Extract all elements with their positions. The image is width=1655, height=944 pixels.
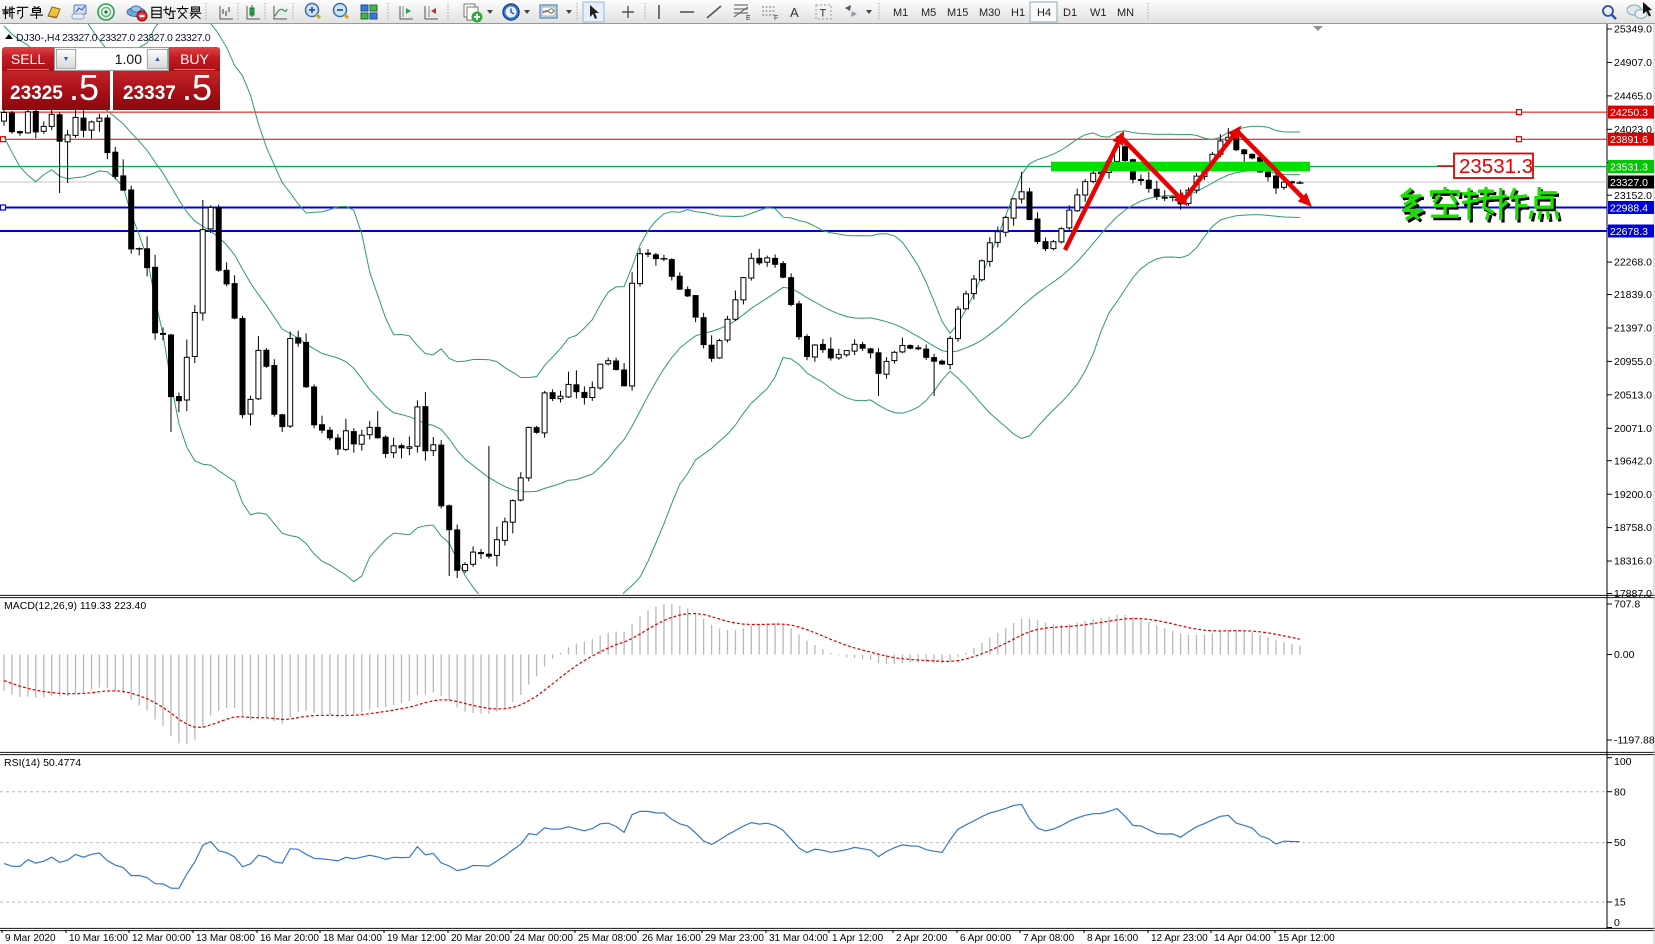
svg-text:22268.0: 22268.0 (1614, 257, 1652, 269)
svg-text:18316.0: 18316.0 (1614, 556, 1652, 568)
svg-text:W1: W1 (1090, 7, 1107, 19)
svg-text:RSI(14) 50.4774: RSI(14) 50.4774 (4, 757, 81, 769)
svg-text:E: E (746, 15, 751, 22)
svg-text:19642.0: 19642.0 (1614, 455, 1652, 467)
svg-text:50: 50 (1614, 837, 1626, 849)
svg-text:23152.0: 23152.0 (1614, 190, 1652, 202)
svg-text:23531.3: 23531.3 (1610, 161, 1648, 173)
svg-text:707.8: 707.8 (1614, 599, 1640, 611)
svg-text:M5: M5 (921, 7, 936, 19)
svg-text:10 Mar 16:00: 10 Mar 16:00 (69, 933, 128, 944)
svg-text:6 Apr 00:00: 6 Apr 00:00 (960, 933, 1012, 944)
svg-text:20 Mar 20:00: 20 Mar 20:00 (451, 933, 510, 944)
svg-text:24250.3: 24250.3 (1610, 107, 1648, 119)
svg-text:1 Apr 12:00: 1 Apr 12:00 (832, 933, 884, 944)
svg-text:H4: H4 (1037, 7, 1051, 19)
svg-text:-1197.88: -1197.88 (1614, 735, 1655, 747)
svg-text:0: 0 (1614, 917, 1620, 929)
svg-text:29 Mar 23:00: 29 Mar 23:00 (705, 933, 764, 944)
svg-text:M1: M1 (893, 7, 908, 19)
svg-text:7 Apr 08:00: 7 Apr 08:00 (1023, 933, 1075, 944)
svg-text:19 Mar 12:00: 19 Mar 12:00 (387, 933, 446, 944)
svg-text:20513.0: 20513.0 (1614, 389, 1652, 401)
svg-text:80: 80 (1614, 786, 1626, 798)
svg-text:T: T (820, 8, 827, 20)
svg-text:15: 15 (1614, 897, 1626, 909)
svg-text:20071.0: 20071.0 (1614, 423, 1652, 435)
svg-text:18758.0: 18758.0 (1614, 522, 1652, 534)
svg-text:100: 100 (1614, 756, 1632, 768)
svg-text:17887.0: 17887.0 (1614, 588, 1652, 600)
svg-text:14 Apr 04:00: 14 Apr 04:00 (1214, 933, 1271, 944)
svg-text:MN: MN (1117, 7, 1134, 19)
svg-text:8 Apr 16:00: 8 Apr 16:00 (1087, 933, 1139, 944)
svg-text:23891.6: 23891.6 (1610, 134, 1648, 146)
svg-text:9 Mar 2020: 9 Mar 2020 (5, 933, 56, 944)
svg-text:23327.0 23327.0 23327.0 23327.: 23327.0 23327.0 23327.0 23327.0 (62, 32, 211, 44)
svg-text:M15: M15 (947, 7, 968, 19)
svg-text:M30: M30 (979, 7, 1000, 19)
svg-text:26 Mar 16:00: 26 Mar 16:00 (642, 933, 701, 944)
svg-text:25349.0: 25349.0 (1614, 24, 1652, 36)
svg-text:F: F (774, 15, 778, 22)
svg-text:23531.3: 23531.3 (1459, 155, 1533, 178)
svg-text:0.00: 0.00 (1614, 649, 1635, 661)
svg-text:H1: H1 (1011, 7, 1025, 19)
svg-text:15 Apr 12:00: 15 Apr 12:00 (1278, 933, 1335, 944)
svg-text:12 Mar 00:00: 12 Mar 00:00 (132, 933, 191, 944)
svg-text:D1: D1 (1063, 7, 1077, 19)
svg-text:13 Mar 08:00: 13 Mar 08:00 (196, 933, 255, 944)
svg-text:A: A (790, 5, 799, 20)
svg-text:18 Mar 04:00: 18 Mar 04:00 (323, 933, 382, 944)
svg-text:20955.0: 20955.0 (1614, 356, 1652, 368)
svg-text:MACD(12,26,9) 119.33 223.40: MACD(12,26,9) 119.33 223.40 (4, 600, 146, 612)
svg-text:24907.0: 24907.0 (1614, 57, 1652, 69)
svg-text:23327.0: 23327.0 (1610, 177, 1648, 189)
svg-text:25 Mar 08:00: 25 Mar 08:00 (578, 933, 637, 944)
svg-text:DJ30-,H4: DJ30-,H4 (16, 32, 61, 44)
svg-text:31 Mar 04:00: 31 Mar 04:00 (769, 933, 828, 944)
svg-text:21397.0: 21397.0 (1614, 323, 1652, 335)
svg-text:22988.4: 22988.4 (1610, 202, 1648, 214)
svg-text:16 Mar 20:00: 16 Mar 20:00 (260, 933, 319, 944)
svg-text:2 Apr 20:00: 2 Apr 20:00 (896, 933, 948, 944)
svg-text:21839.0: 21839.0 (1614, 289, 1652, 301)
svg-text:24465.0: 24465.0 (1614, 91, 1652, 103)
svg-text:24 Mar 00:00: 24 Mar 00:00 (514, 933, 573, 944)
svg-text:12 Apr 23:00: 12 Apr 23:00 (1151, 933, 1208, 944)
svg-text:19200.0: 19200.0 (1614, 489, 1652, 501)
svg-text:22678.3: 22678.3 (1610, 226, 1648, 238)
